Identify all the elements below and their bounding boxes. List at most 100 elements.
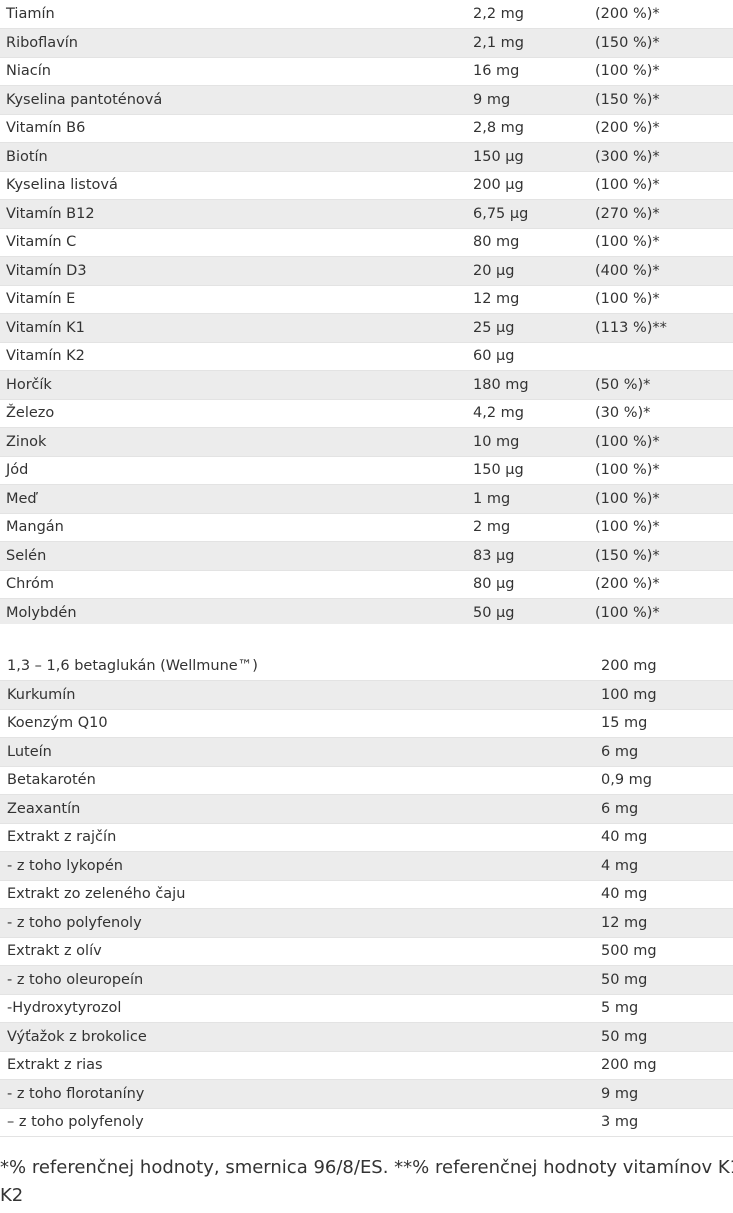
nutrient-name-cell: Tiamín — [0, 0, 473, 29]
nutrient-amount-cell: 2,8 mg — [473, 114, 595, 143]
reference-percent-cell: (100 %)* — [595, 285, 733, 314]
nutrient-amount-cell: 1 mg — [473, 484, 595, 514]
ingredient-amount-cell: 200 mg — [601, 652, 733, 681]
nutrient-name-cell: Kyselina listová — [0, 171, 473, 200]
nutrient-amount-cell: 60 µg — [473, 342, 595, 371]
table-row: Extrakt z rajčín 40 mg — [0, 823, 733, 852]
ingredient-name-cell: Luteín — [0, 737, 601, 767]
ingredient-name-cell: 1,3 – 1,6 betaglukán (Wellmune™) — [0, 652, 601, 681]
ingredient-name-cell: - z toho polyfenoly — [0, 908, 601, 938]
footnote-line-2: K2 — [0, 1185, 24, 1206]
table-row: Betakarotén 0,9 mg — [0, 766, 733, 795]
nutrient-amount-cell: 20 µg — [473, 256, 595, 286]
table-row: Vitamín B6 2,8 mg (200 %)* — [0, 114, 733, 143]
nutrient-amount-cell: 2,1 mg — [473, 28, 595, 58]
ingredient-name-cell: Výťažok z brokolice — [0, 1022, 601, 1052]
nutrient-name-cell: Horčík — [0, 370, 473, 400]
nutrient-name-cell: Železo — [0, 399, 473, 428]
reference-percent-cell: (100 %)* — [595, 513, 733, 542]
ingredient-name-cell: – z toho polyfenoly — [0, 1108, 601, 1137]
reference-percent-cell: (100 %)* — [595, 57, 733, 86]
nutrient-name-cell: Meď — [0, 484, 473, 514]
nutrient-amount-cell: 180 mg — [473, 370, 595, 400]
ingredient-name-cell: -Hydroxytyrozol — [0, 994, 601, 1023]
ingredient-amount-cell: 3 mg — [601, 1108, 733, 1137]
vitamins-minerals-table: Tiamín 2,2 mg (200 %)* Riboflavín 2,1 mg (150… — [0, 0, 733, 628]
reference-percent-cell — [595, 342, 733, 371]
nutrient-amount-cell: 50 µg — [473, 598, 595, 628]
table-row: Vitamín D3 20 µg (400 %)* — [0, 256, 733, 286]
nutrient-amount-cell: 150 µg — [473, 456, 595, 485]
footnote-line-1: *% referenčnej hodnoty, smernica 96/8/ES… — [0, 1157, 733, 1178]
nutrient-name-cell: Kyselina pantoténová — [0, 85, 473, 115]
ingredient-amount-cell: 50 mg — [601, 1022, 733, 1052]
ingredient-amount-cell: 100 mg — [601, 680, 733, 710]
reference-percent-cell: (100 %)* — [595, 484, 733, 514]
ingredient-name-cell: Kurkumín — [0, 680, 601, 710]
nutrient-name-cell: Vitamín B12 — [0, 199, 473, 229]
table-row: Mangán 2 mg (100 %)* — [0, 513, 733, 542]
table-row: Vitamín E 12 mg (100 %)* — [0, 285, 733, 314]
reference-percent-cell: (400 %)* — [595, 256, 733, 286]
table-row: Výťažok z brokolice 50 mg — [0, 1022, 733, 1052]
ingredient-amount-cell: 500 mg — [601, 937, 733, 966]
nutrient-amount-cell: 80 µg — [473, 570, 595, 599]
reference-percent-cell: (100 %)* — [595, 171, 733, 200]
table-row: Jód 150 µg (100 %)* — [0, 456, 733, 485]
ingredient-name-cell: Extrakt z rajčín — [0, 823, 601, 852]
ingredient-amount-cell: 12 mg — [601, 908, 733, 938]
ingredient-amount-cell: 9 mg — [601, 1079, 733, 1109]
nutrient-amount-cell: 83 µg — [473, 541, 595, 571]
ingredient-amount-cell: 15 mg — [601, 709, 733, 738]
reference-percent-cell: (100 %)* — [595, 598, 733, 628]
ingredient-amount-cell: 40 mg — [601, 880, 733, 909]
table-row: Koenzým Q10 15 mg — [0, 709, 733, 738]
table-row: Extrakt z rias 200 mg — [0, 1051, 733, 1080]
nutrient-name-cell: Riboflavín — [0, 28, 473, 58]
nutrient-name-cell: Vitamín K1 — [0, 313, 473, 343]
nutrient-amount-cell: 10 mg — [473, 427, 595, 457]
nutrient-name-cell: Biotín — [0, 142, 473, 172]
nutrient-name-cell: Vitamín D3 — [0, 256, 473, 286]
table-row: Biotín 150 µg (300 %)* — [0, 142, 733, 172]
table-row: - z toho polyfenoly 12 mg — [0, 908, 733, 938]
nutrient-name-cell: Mangán — [0, 513, 473, 542]
ingredient-name-cell: Extrakt z olív — [0, 937, 601, 966]
table-row: Extrakt zo zeleného čaju 40 mg — [0, 880, 733, 909]
reference-percent-cell: (100 %)* — [595, 427, 733, 457]
reference-percent-cell: (200 %)* — [595, 114, 733, 143]
table-row: Niacín 16 mg (100 %)* — [0, 57, 733, 86]
nutrient-name-cell: Vitamín K2 — [0, 342, 473, 371]
nutrient-name-cell: Chróm — [0, 570, 473, 599]
table-row: Molybdén 50 µg (100 %)* — [0, 598, 733, 628]
table-row: Horčík 180 mg (50 %)* — [0, 370, 733, 400]
nutrient-amount-cell: 2,2 mg — [473, 0, 595, 29]
table-row: Vitamín K1 25 µg (113 %)** — [0, 313, 733, 343]
nutrient-amount-cell: 12 mg — [473, 285, 595, 314]
ingredient-amount-cell: 0,9 mg — [601, 766, 733, 795]
nutrient-amount-cell: 80 mg — [473, 228, 595, 257]
ingredient-name-cell: - z toho florotaníny — [0, 1079, 601, 1109]
table-spacer — [0, 624, 733, 652]
ingredient-amount-cell: 5 mg — [601, 994, 733, 1023]
ingredient-amount-cell: 6 mg — [601, 737, 733, 767]
table-row: Selén 83 µg (150 %)* — [0, 541, 733, 571]
ingredient-amount-cell: 6 mg — [601, 794, 733, 824]
ingredient-amount-cell: 200 mg — [601, 1051, 733, 1080]
table-row: Kyselina listová 200 µg (100 %)* — [0, 171, 733, 200]
table-row: - z toho oleuropeín 50 mg — [0, 965, 733, 995]
table-row: Riboflavín 2,1 mg (150 %)* — [0, 28, 733, 58]
reference-percent-cell: (50 %)* — [595, 370, 733, 400]
nutrient-name-cell: Selén — [0, 541, 473, 571]
extracts-table: 1,3 – 1,6 betaglukán (Wellmune™) 200 mg Ku… — [0, 652, 733, 1137]
nutrient-name-cell: Vitamín C — [0, 228, 473, 257]
table-row: -Hydroxytyrozol 5 mg — [0, 994, 733, 1023]
nutrient-amount-cell: 25 µg — [473, 313, 595, 343]
table-row: – z toho polyfenoly 3 mg — [0, 1108, 733, 1137]
nutrient-amount-cell: 150 µg — [473, 142, 595, 172]
table-row: Chróm 80 µg (200 %)* — [0, 570, 733, 599]
reference-percent-cell: (270 %)* — [595, 199, 733, 229]
reference-percent-cell: (113 %)** — [595, 313, 733, 343]
nutrient-name-cell: Jód — [0, 456, 473, 485]
nutrient-name-cell: Vitamín B6 — [0, 114, 473, 143]
